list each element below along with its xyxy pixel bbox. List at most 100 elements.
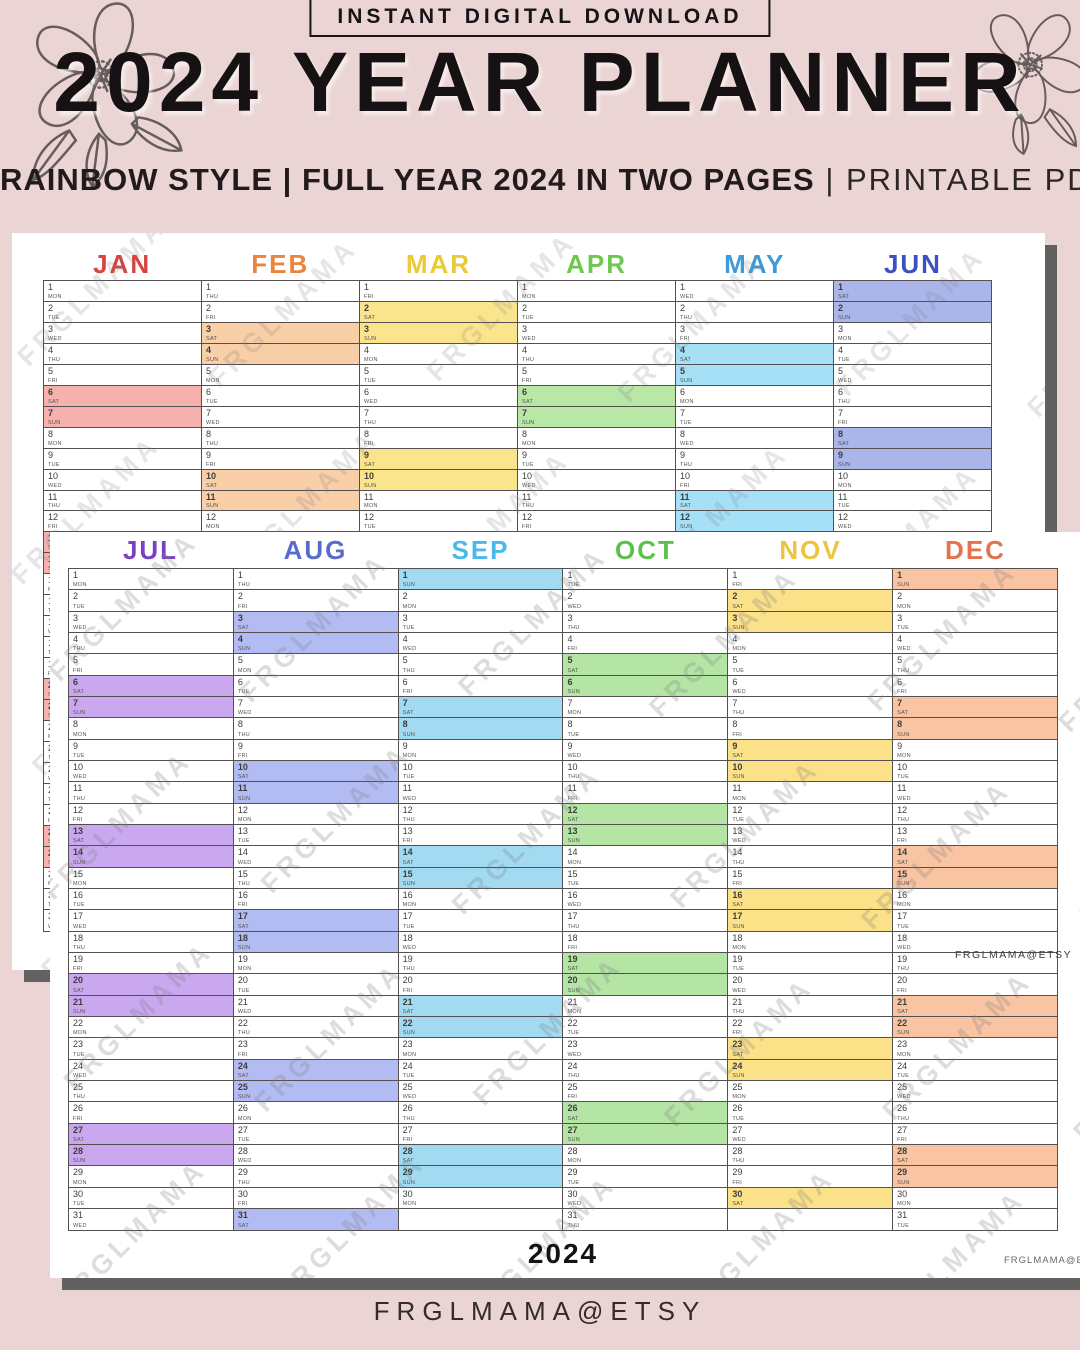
day-number: 14 bbox=[567, 847, 578, 858]
weekday-label: MON bbox=[897, 1051, 911, 1058]
day-number: 10 bbox=[522, 470, 533, 481]
weekday-label: WED bbox=[567, 1051, 582, 1058]
day-number: 23 bbox=[237, 1039, 248, 1050]
day-cell: 11 FRI bbox=[563, 782, 728, 804]
day-cell: 8 TUE bbox=[563, 718, 728, 740]
weekday-label: FRI bbox=[237, 1200, 248, 1207]
weekday-label: SUN bbox=[73, 710, 86, 717]
day-number: 11 bbox=[364, 491, 374, 502]
weekday-label: TUE bbox=[73, 902, 85, 909]
day-number: 8 bbox=[897, 719, 903, 730]
day-cell: 11 THU bbox=[69, 782, 233, 804]
day-cell: 2 FRI bbox=[233, 590, 398, 612]
day-number: 13 bbox=[567, 825, 578, 836]
day-cell: 20 SUN bbox=[563, 974, 728, 996]
day-cell: 3 MON bbox=[834, 323, 991, 344]
weekday-label: WED bbox=[680, 440, 694, 447]
day-number: 2 bbox=[206, 302, 212, 313]
day-cell: 20 FRI bbox=[398, 974, 563, 996]
weekday-label: WED bbox=[897, 795, 911, 802]
day-number: 2 bbox=[522, 302, 528, 313]
day-number: 29 bbox=[567, 1167, 578, 1178]
day-number: 12 bbox=[402, 804, 413, 815]
day-number: 23 bbox=[567, 1039, 578, 1050]
day-cell: 1 MON bbox=[69, 569, 233, 591]
day-number: 10 bbox=[364, 470, 375, 481]
weekday-label: MON bbox=[73, 731, 87, 738]
day-cell: 8 FRI bbox=[360, 428, 517, 449]
weekday-label: SUN bbox=[237, 646, 251, 653]
day-number: 20 bbox=[73, 975, 84, 986]
day-cell: 8 THU bbox=[233, 718, 398, 740]
weekday-label: FRI bbox=[732, 1030, 743, 1037]
day-number: 19 bbox=[567, 953, 578, 964]
day-cell: 2 WED bbox=[563, 590, 728, 612]
weekday-label: SUN bbox=[237, 795, 251, 802]
weekday-label: TUE bbox=[206, 398, 218, 405]
weekday-label: WED bbox=[48, 482, 62, 489]
weekday-label: MON bbox=[48, 293, 62, 300]
weekday-label: MON bbox=[897, 902, 911, 909]
day-number: 25 bbox=[732, 1081, 743, 1092]
day-number: 9 bbox=[206, 449, 212, 460]
weekday-label: MON bbox=[567, 1158, 582, 1165]
day-cell: 5 TUE bbox=[360, 365, 517, 386]
weekday-label: THU bbox=[73, 795, 86, 802]
day-cell: 25 WED bbox=[893, 1081, 1057, 1103]
day-cell: 10 MON bbox=[834, 470, 991, 491]
weekday-label: THU bbox=[48, 503, 61, 510]
day-number: 6 bbox=[567, 676, 573, 687]
month-column-jul: 1 MON 2 TUE 3 WED 4 THU 5 FRI 6 SAT 7 SUN 8 MON 9 TUE 10 WE… bbox=[69, 569, 234, 1231]
weekday-label: SUN bbox=[522, 419, 535, 426]
day-number: 22 bbox=[732, 1017, 743, 1028]
day-cell: 9 TUE bbox=[69, 740, 233, 761]
weekday-label: TUE bbox=[237, 987, 250, 994]
day-cell: 11 THU bbox=[44, 491, 201, 512]
day-cell: 6 THU bbox=[834, 386, 991, 407]
day-number: 26 bbox=[237, 1103, 248, 1114]
weekday-label: TUE bbox=[897, 624, 910, 631]
day-number: 29 bbox=[402, 1167, 413, 1178]
weekday-label: SAT bbox=[567, 667, 579, 674]
day-cell bbox=[728, 1209, 892, 1230]
page-subtitle: RAINBOW STYLE | FULL YEAR 2024 IN TWO PA… bbox=[0, 162, 1080, 198]
day-number: 10 bbox=[897, 761, 908, 772]
day-cell: 9 SAT bbox=[728, 739, 893, 761]
day-number: 10 bbox=[48, 470, 59, 481]
weekday-label: SAT bbox=[567, 1115, 579, 1122]
weekday-label: WED bbox=[73, 624, 87, 631]
day-number: 3 bbox=[838, 323, 844, 334]
month-header-jan: JAN bbox=[93, 249, 152, 279]
day-cell: 4 TUE bbox=[834, 344, 991, 365]
day-cell: 7 SUN bbox=[69, 696, 233, 719]
day-number: 1 bbox=[73, 570, 79, 580]
day-number: 7 bbox=[732, 697, 738, 708]
weekday-label: SUN bbox=[897, 1030, 910, 1037]
weekday-label: SAT bbox=[206, 482, 218, 489]
weekday-label: TUE bbox=[522, 461, 534, 468]
day-number: 1 bbox=[237, 570, 243, 580]
day-number: 3 bbox=[897, 612, 903, 623]
weekday-label: MON bbox=[73, 1179, 87, 1186]
weekday-label: WED bbox=[237, 1158, 252, 1165]
day-cell: 1 FRI bbox=[728, 569, 893, 591]
day-cell: 9 FRI bbox=[202, 449, 359, 470]
weekday-label: SUN bbox=[237, 944, 251, 951]
day-cell: 12 SUN bbox=[676, 511, 833, 533]
day-number: 7 bbox=[73, 697, 79, 708]
weekday-label: TUE bbox=[237, 688, 250, 695]
weekday-label: TUE bbox=[567, 582, 580, 589]
weekday-label: WED bbox=[567, 603, 582, 610]
day-cell: 10 WED bbox=[518, 470, 675, 491]
day-number: 9 bbox=[402, 740, 408, 751]
weekday-label: TUE bbox=[732, 816, 745, 823]
weekday-label: TUE bbox=[73, 1200, 85, 1207]
day-number: 29 bbox=[897, 1167, 908, 1178]
weekday-label: MON bbox=[73, 1030, 87, 1037]
day-number: 22 bbox=[237, 1017, 248, 1028]
weekday-label: WED bbox=[402, 795, 417, 802]
day-number: 17 bbox=[73, 911, 84, 922]
weekday-label: FRI bbox=[567, 795, 578, 802]
weekday-label: SAT bbox=[567, 966, 579, 973]
